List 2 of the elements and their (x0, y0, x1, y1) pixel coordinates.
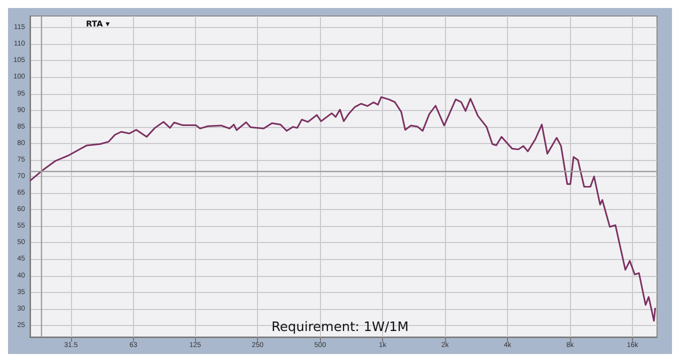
annotation: RTA ▾ (86, 20, 110, 28)
annotation: Requirement: 1W/1M (271, 320, 409, 335)
